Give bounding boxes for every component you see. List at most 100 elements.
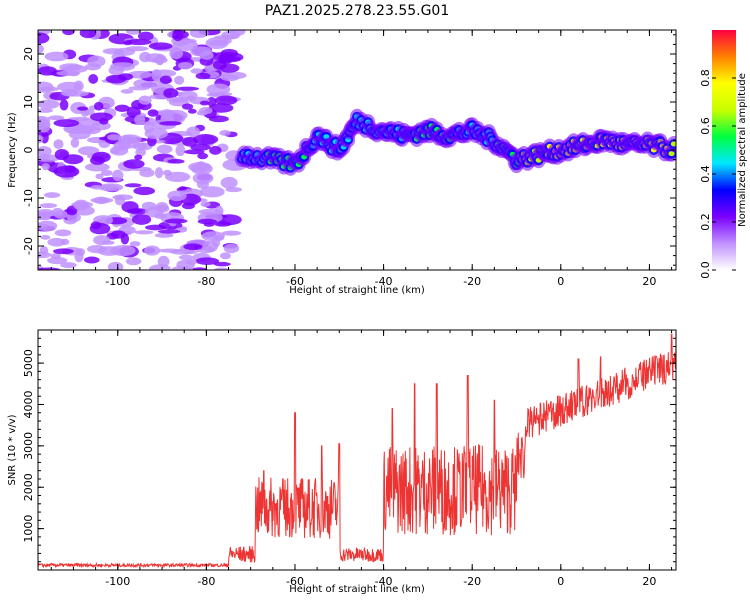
noise-blob [208,103,234,113]
noise-blob [182,136,198,147]
noise-blob [175,86,200,91]
noise-blob [38,32,50,44]
noise-blob [88,74,99,84]
noise-blob [87,244,107,254]
noise-blob [159,109,175,119]
noise-blob [82,109,95,116]
figure-title: PAZ1.2025.278.23.55.G01 [265,3,450,19]
colorbar-fill [712,30,736,270]
noise-blob [214,95,238,106]
noise-blob [62,30,75,36]
noise-blob [47,256,68,265]
noise-blob [60,262,77,269]
snr-panel: -100 -80 -60 -40 -20 0 20 1000 2000 3000 4000 5000… [7,329,677,595]
noise-blob [107,261,124,270]
noise-blob [84,256,100,264]
noise-blob [44,51,69,62]
noise-blob [110,230,126,239]
noise-blob [38,154,61,162]
noise-blob [38,115,51,126]
noise-blob [77,106,89,111]
noise-blob [124,183,142,188]
noise-blob [219,129,231,136]
noise-blob [159,121,182,126]
noise-blob [134,230,154,235]
noise-blob [38,66,57,76]
noise-blob [87,55,106,68]
noise-blob [221,71,247,80]
noise-blob [144,245,161,256]
noise-blob [156,144,173,154]
noise-blob [112,169,124,182]
noise-blob [191,267,207,270]
x-tick-label: -100 [105,575,130,588]
noise-blob [183,243,203,251]
noise-blob [154,167,164,179]
noise-blob [120,89,134,94]
noise-blob [53,139,64,150]
noise-blob [186,126,201,138]
noise-blob [70,137,80,148]
ridge-core [670,141,676,147]
noise-blob [197,218,217,225]
spectrogram-x-ticks: -100 -80 -60 -40 -20 0 20 [50,30,673,288]
snr-x-ticks: -100 -80 -60 -40 -20 0 20 [50,330,673,588]
noise-blob [38,251,52,259]
noise-blob [126,38,152,46]
noise-blob [189,30,209,38]
noise-blob [89,222,111,235]
noise-blob [195,257,220,265]
noise-blob [206,83,231,96]
snr-series-line [38,333,676,569]
noise-blob [95,173,104,180]
noise-blob [214,34,239,40]
noise-blob [154,232,174,238]
noise-blob [38,86,60,92]
noise-blob [214,221,232,227]
noise-blob [129,241,141,247]
noise-blob [47,237,66,247]
x-tick-label: -20 [463,275,481,288]
noise-blob [162,169,172,177]
noise-blob [134,154,143,160]
noise-blob [223,243,240,254]
noise-blob [127,70,153,79]
spectrogram-x-label: Height of straight line (km) [289,285,425,296]
y-tick-label: 0 [22,147,35,154]
x-tick-label: -40 [375,275,393,288]
noise-blob [192,172,214,185]
noise-blob [53,165,80,178]
noise-blob [159,75,172,84]
noise-blob [53,119,80,127]
noise-blob [199,50,214,60]
noise-blob [126,106,141,118]
noise-blob [93,101,104,111]
noise-blob [148,42,173,50]
noise-blob [134,114,146,126]
noise-blob [38,108,53,113]
noise-blob [114,104,130,112]
noise-blob [209,145,222,155]
noise-blob [113,141,131,151]
noise-blob [155,202,169,212]
snr-frame [37,329,677,571]
x-tick-label: 0 [557,275,564,288]
spectrogram-y-label: Frequency (Hz) [7,112,18,188]
noise-blob [77,146,100,156]
y-tick-label: 2000 [22,473,35,501]
x-tick-label: -100 [105,275,130,288]
noise-blob [181,103,194,110]
noise-blob [199,186,225,198]
noise-blob [163,88,179,99]
noise-blob [38,223,49,229]
noise-blob [151,69,162,81]
noise-blob [208,115,229,123]
noise-blob [187,108,197,114]
noise-blob [114,195,126,206]
snr-y-label: SNR (10 * v/v) [7,414,18,485]
noise-blob [38,134,44,144]
noise-blob [195,72,211,80]
noise-blob [167,159,185,164]
noise-blob [75,248,86,256]
